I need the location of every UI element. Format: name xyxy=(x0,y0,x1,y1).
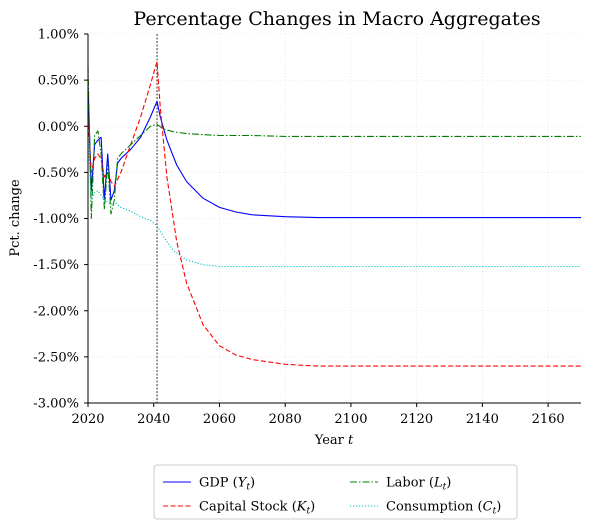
legend-label: Labor (Lt) xyxy=(386,476,451,493)
x-tick-label: 2140 xyxy=(466,412,499,427)
legend-item-labor: Labor (Lt) xyxy=(350,476,451,493)
series-layer xyxy=(87,61,581,367)
x-tick-label: 2020 xyxy=(71,412,104,427)
legend-label: Consumption (Ct) xyxy=(386,500,501,517)
y-tick-label: 0.00% xyxy=(38,120,79,135)
x-axis-label: Year t xyxy=(314,433,354,448)
series-line-capital xyxy=(87,61,581,367)
x-tick-label: 2040 xyxy=(137,412,170,427)
x-tick-label: 2100 xyxy=(334,412,367,427)
y-tick-label: -2.00% xyxy=(33,304,79,319)
y-tick-label: -2.50% xyxy=(33,350,79,365)
grid xyxy=(88,33,581,403)
y-axis-label: Pct. change xyxy=(8,179,23,257)
legend-label: GDP (Yt) xyxy=(199,476,255,493)
y-tick-label: -3.00% xyxy=(33,397,79,412)
x-tick-label: 2060 xyxy=(203,412,236,427)
x-tick-label: 2120 xyxy=(400,412,433,427)
y-tick-label: -1.00% xyxy=(33,212,79,227)
series-line-consumption xyxy=(87,135,581,268)
axes: -3.00% -2.50% -2.00% -1.50% -1.00% -0.50% 0.00… xyxy=(33,28,581,427)
legend-item-capital: Capital Stock (Kt) xyxy=(163,500,315,517)
legend-item-gdp: GDP (Yt) xyxy=(163,476,255,493)
series-line-gdp xyxy=(87,84,581,219)
legend-frame xyxy=(153,464,518,520)
legend-label: Capital Stock (Kt) xyxy=(199,500,315,517)
x-tick-label: 2160 xyxy=(532,412,565,427)
legend: GDP (Yt) Capital Stock (Kt) Labor (Lt) Cons… xyxy=(153,464,518,520)
x-tick-label: 2080 xyxy=(269,412,302,427)
y-tick-label: 1.00% xyxy=(38,28,79,43)
y-tick-label: -0.50% xyxy=(33,166,79,181)
legend-item-consumption: Consumption (Ct) xyxy=(350,500,501,517)
series-line-labor xyxy=(87,66,581,220)
y-tick-label: 0.50% xyxy=(38,74,79,89)
y-tick-label: -1.50% xyxy=(33,258,79,273)
chart-title: Percentage Changes in Macro Aggregates xyxy=(133,8,540,30)
